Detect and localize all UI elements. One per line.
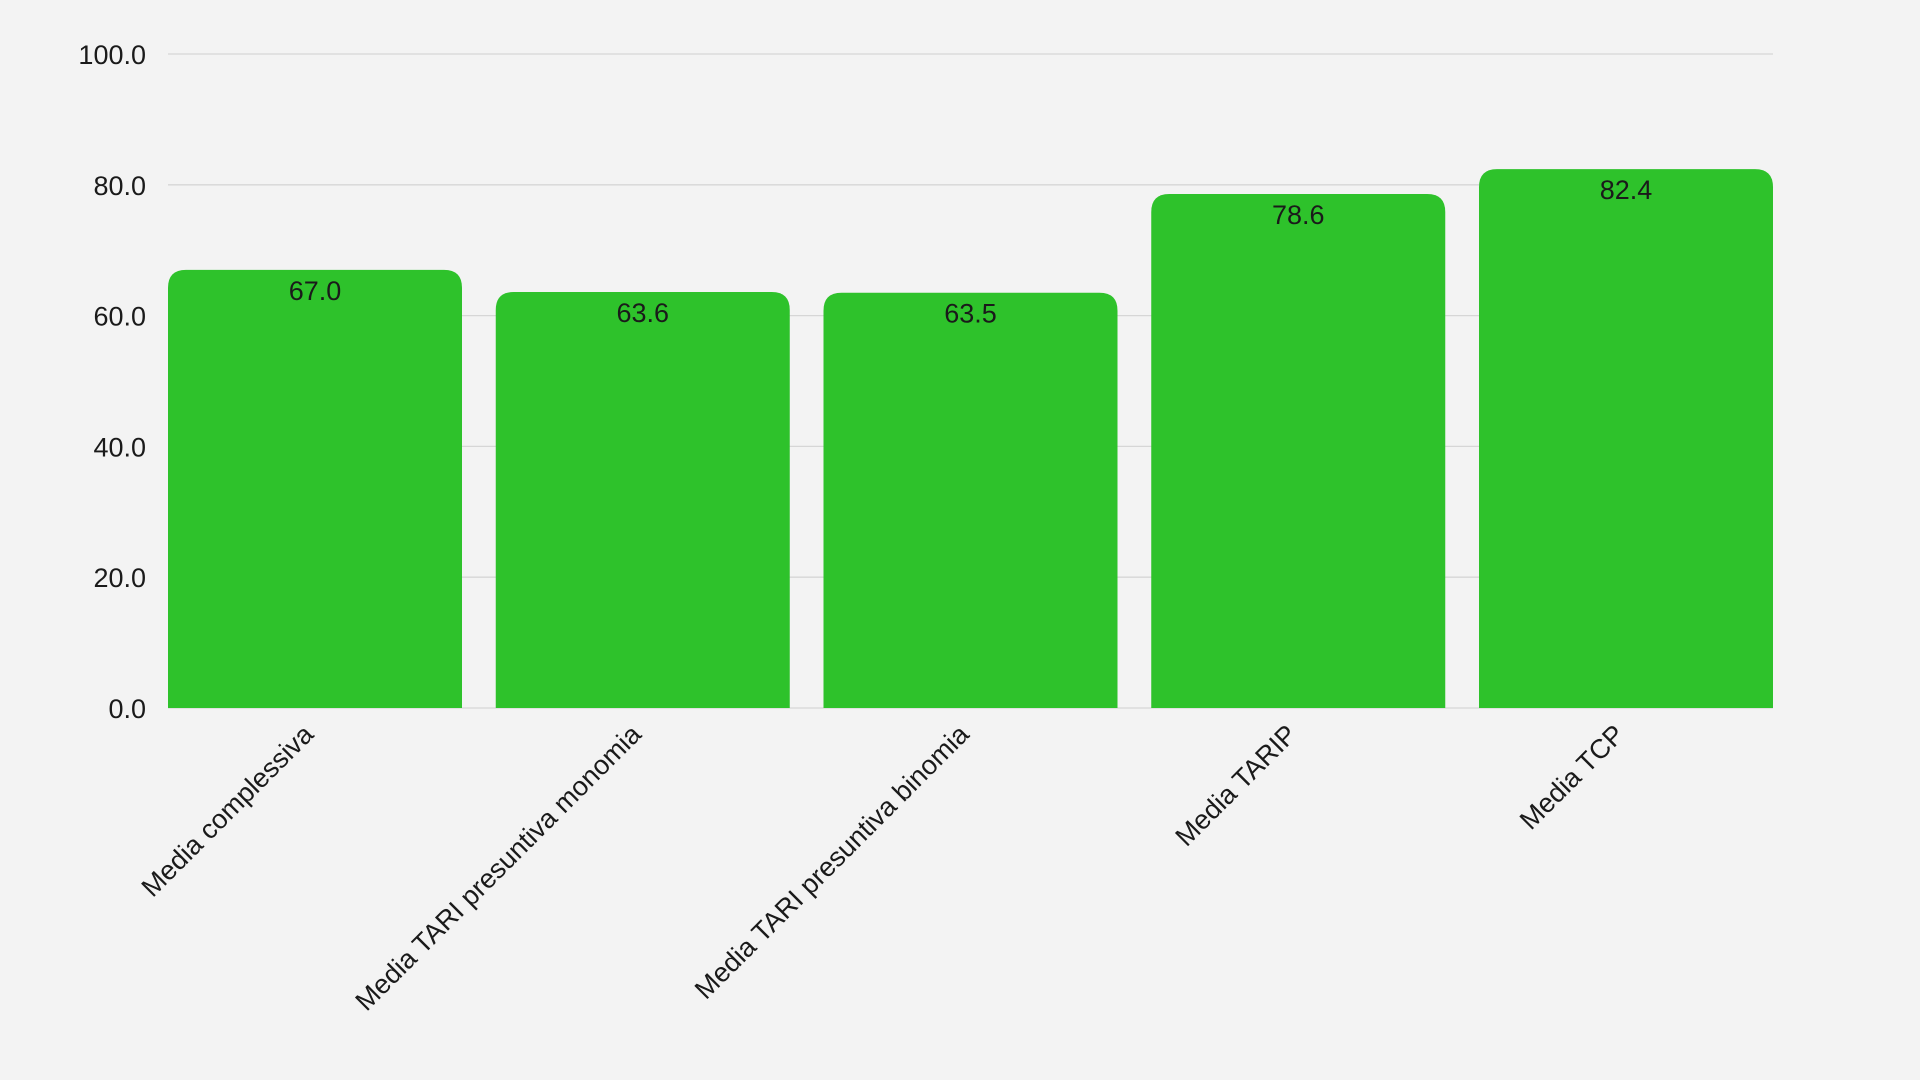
data-label: 63.6 [616,298,669,328]
y-tick-label: 0.0 [108,694,146,724]
x-tick-label: Media TARI presuntiva monomia [350,718,648,1016]
data-label: 82.4 [1600,175,1653,205]
data-label: 78.6 [1272,200,1325,230]
x-tick-label: Media complessiva [136,718,320,902]
y-tick-label: 80.0 [93,171,146,201]
bar [495,292,790,708]
bar [1479,169,1773,708]
y-tick-label: 20.0 [93,563,146,593]
x-axis-categories: Media complessiva Media TARI presuntiva m… [136,718,1631,1016]
data-label: 67.0 [289,276,342,306]
data-labels: 67.0 63.6 63.5 78.6 82.4 [289,175,1653,329]
y-tick-label: 40.0 [93,432,146,462]
x-tick-label: Media TCP [1514,719,1630,835]
bar [1151,193,1446,708]
data-label: 63.5 [944,299,997,329]
y-tick-label: 100.0 [78,40,146,70]
y-tick-label: 60.0 [93,302,146,332]
x-tick-label: Media TARI presuntiva binomia [689,718,975,1004]
y-axis-ticks: 0.0 20.0 40.0 60.0 80.0 100.0 [78,40,146,724]
x-tick-label: Media TARIP [1170,719,1303,852]
bar [823,292,1118,708]
bars [168,169,1773,708]
bar [168,269,462,708]
